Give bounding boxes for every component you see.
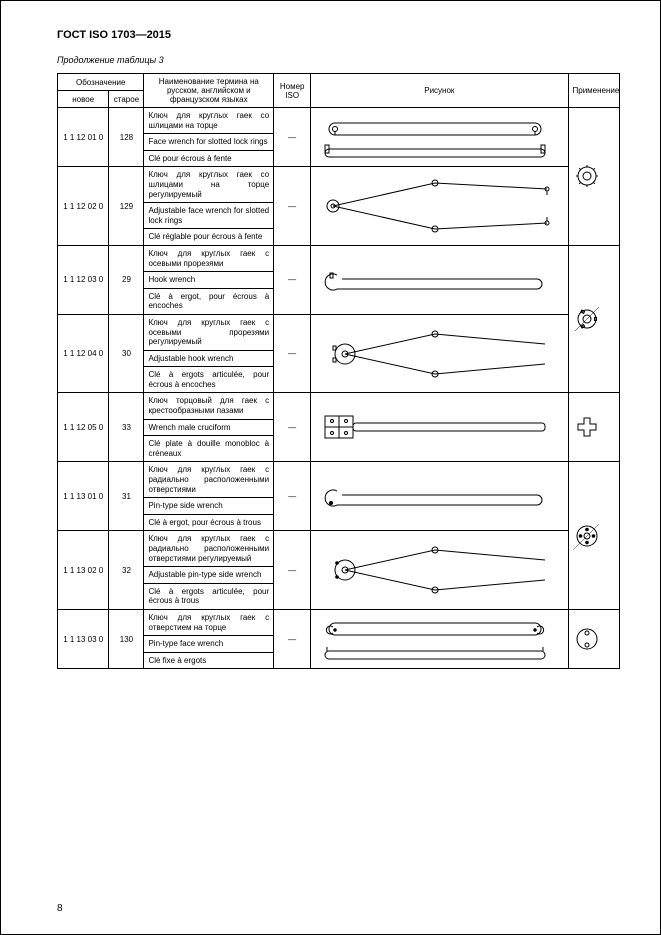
cell-iso: — (274, 609, 311, 668)
th-design: Обозначение (58, 74, 144, 91)
cell-name-ru: Ключ для круглых гаек с осевыми прорезям… (144, 314, 274, 350)
cell-figure (311, 245, 568, 314)
th-new: новое (58, 91, 109, 108)
cell-new: 1 1 13 03 0 (58, 609, 109, 668)
cell-old: 128 (109, 108, 144, 167)
cell-figure (311, 609, 568, 668)
table-row: 1 1 12 05 033Ключ торцовый для гаек с кр… (58, 393, 620, 419)
cell-application (568, 108, 620, 246)
cell-new: 1 1 12 01 0 (58, 108, 109, 167)
cell-name-ru: Ключ для круглых гаек со шлицами на торц… (144, 167, 274, 203)
table-head: Обозначение Наименование термина на русс… (58, 74, 620, 108)
cell-name-fr: Clé à ergot, pour écrous à trous (144, 514, 274, 531)
table-row: 1 1 13 02 032Ключ для круглых гаек с рад… (58, 531, 620, 567)
cell-new: 1 1 13 01 0 (58, 462, 109, 531)
cell-iso: — (274, 393, 311, 462)
cell-name-en: Hook wrench (144, 272, 274, 289)
cell-name-fr: Clé plate à douille monobloc à créneaux (144, 436, 274, 462)
th-old: старое (109, 91, 144, 108)
cell-figure (311, 108, 568, 167)
cell-new: 1 1 12 04 0 (58, 314, 109, 393)
page-number: 8 (57, 903, 63, 914)
cell-new: 1 1 12 03 0 (58, 245, 109, 314)
th-iso: Номер ISO (274, 74, 311, 108)
cell-old: 33 (109, 393, 144, 462)
table-row: 1 1 12 02 0129Ключ для круглых гаек со ш… (58, 167, 620, 203)
cell-application (568, 245, 620, 393)
th-figure: Рисунок (311, 74, 568, 108)
cell-application (568, 609, 620, 668)
cell-figure (311, 462, 568, 531)
cell-name-fr: Clé pour écrous à fente (144, 150, 274, 167)
cell-name-fr: Clé réglable pour écrous à fente (144, 229, 274, 246)
cell-name-en: Adjustable pin-type side wrench (144, 567, 274, 584)
cell-iso: — (274, 314, 311, 393)
th-application: Применение (568, 74, 620, 108)
cell-name-ru: Ключ для круглых гаек с радиально распол… (144, 462, 274, 498)
cell-name-fr: Clé à ergot, pour écrous à encoches (144, 288, 274, 314)
cell-new: 1 1 12 02 0 (58, 167, 109, 246)
cell-old: 32 (109, 531, 144, 610)
table-row: 1 1 12 03 029Ключ для круглых гаек с осе… (58, 245, 620, 271)
cell-name-fr: Clé à ergots articulée, pour écrous à tr… (144, 583, 274, 609)
cell-name-ru: Ключ для круглых гаек с радиально распол… (144, 531, 274, 567)
doc-title: ГОСТ ISO 1703—2015 (57, 29, 620, 41)
cell-new: 1 1 13 02 0 (58, 531, 109, 610)
table-continuation: Продолжение таблицы 3 (57, 55, 620, 65)
th-name: Наименование термина на русском, английс… (144, 74, 274, 108)
table-row: 1 1 12 01 0128Ключ для круглых гаек со ш… (58, 108, 620, 134)
table-body: 1 1 12 01 0128Ключ для круглых гаек со ш… (58, 108, 620, 669)
cell-name-en: Face wrench for slotted lock rings (144, 134, 274, 151)
cell-name-fr: Clè fixe à ergots (144, 652, 274, 669)
cell-name-en: Adjustable hook wrench (144, 350, 274, 367)
cell-name-ru: Ключ для круглых гаек с отверстием на то… (144, 609, 274, 635)
cell-old: 31 (109, 462, 144, 531)
cell-name-en: Adjustable face wrench for slotted lock … (144, 203, 274, 229)
cell-figure (311, 531, 568, 610)
cell-name-ru: Ключ для круглых гаек с осевыми прорезям… (144, 245, 274, 271)
cell-new: 1 1 12 05 0 (58, 393, 109, 462)
cell-name-en: Pin-type side wrench (144, 498, 274, 515)
table-row: 1 1 12 04 030Ключ для круглых гаек с осе… (58, 314, 620, 350)
table-row: 1 1 13 01 031Ключ для круглых гаек с рад… (58, 462, 620, 498)
cell-old: 129 (109, 167, 144, 246)
table-row: 1 1 13 03 0130Ключ для круглых гаек с от… (58, 609, 620, 635)
standards-table: Обозначение Наименование термина на русс… (57, 73, 620, 669)
cell-name-ru: Ключ торцовый для гаек с крестообразными… (144, 393, 274, 419)
cell-iso: — (274, 245, 311, 314)
cell-old: 30 (109, 314, 144, 393)
cell-iso: — (274, 108, 311, 167)
cell-application (568, 393, 620, 462)
cell-iso: — (274, 462, 311, 531)
cell-name-en: Pin-type face wrench (144, 636, 274, 653)
cell-iso: — (274, 531, 311, 610)
cell-name-ru: Ключ для круглых гаек со шлицами на торц… (144, 108, 274, 134)
cell-iso: — (274, 167, 311, 246)
page: ГОСТ ISO 1703—2015 Продолжение таблицы 3… (0, 0, 661, 935)
cell-application (568, 462, 620, 610)
cell-name-fr: Clé à ergots articulée, pour écrous à en… (144, 367, 274, 393)
cell-figure (311, 314, 568, 393)
cell-figure (311, 167, 568, 246)
cell-old: 29 (109, 245, 144, 314)
cell-old: 130 (109, 609, 144, 668)
cell-figure (311, 393, 568, 462)
cell-name-en: Wrench male cruciform (144, 419, 274, 436)
